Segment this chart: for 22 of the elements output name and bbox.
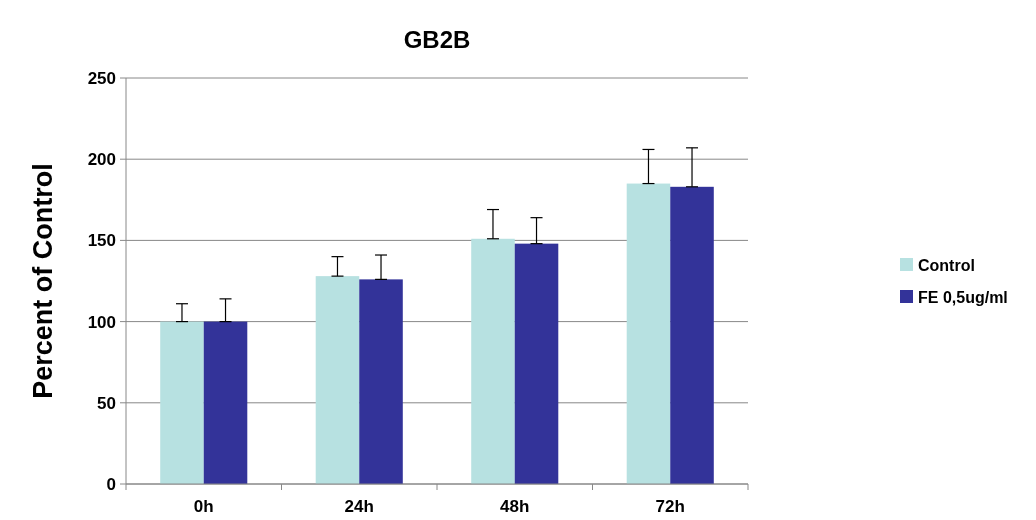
y-tick-label: 50 [97, 393, 116, 413]
y-tick-label: 0 [106, 474, 116, 494]
y-tick-label: 150 [87, 231, 116, 251]
bar [670, 186, 714, 484]
bar [203, 321, 248, 484]
bar [514, 243, 559, 484]
x-tick-label: 0h [193, 497, 214, 516]
bar [315, 276, 360, 484]
legend-label: Control [918, 256, 975, 274]
y-tick-label: 200 [87, 150, 116, 170]
bar [160, 321, 204, 484]
x-tick-label: 24h [344, 497, 374, 516]
y-axis-title: Percent of Control [28, 163, 58, 399]
bar [471, 238, 515, 484]
chart-title: GB2B [403, 26, 471, 53]
y-tick-label: 250 [87, 68, 116, 88]
bar [626, 183, 671, 484]
legend-label: FE 0,5ug/ml [918, 288, 1008, 306]
y-tick-label: 100 [87, 312, 116, 332]
bar [359, 279, 403, 484]
x-tick-label: 48h [500, 497, 530, 516]
x-tick-label: 72h [655, 497, 685, 516]
